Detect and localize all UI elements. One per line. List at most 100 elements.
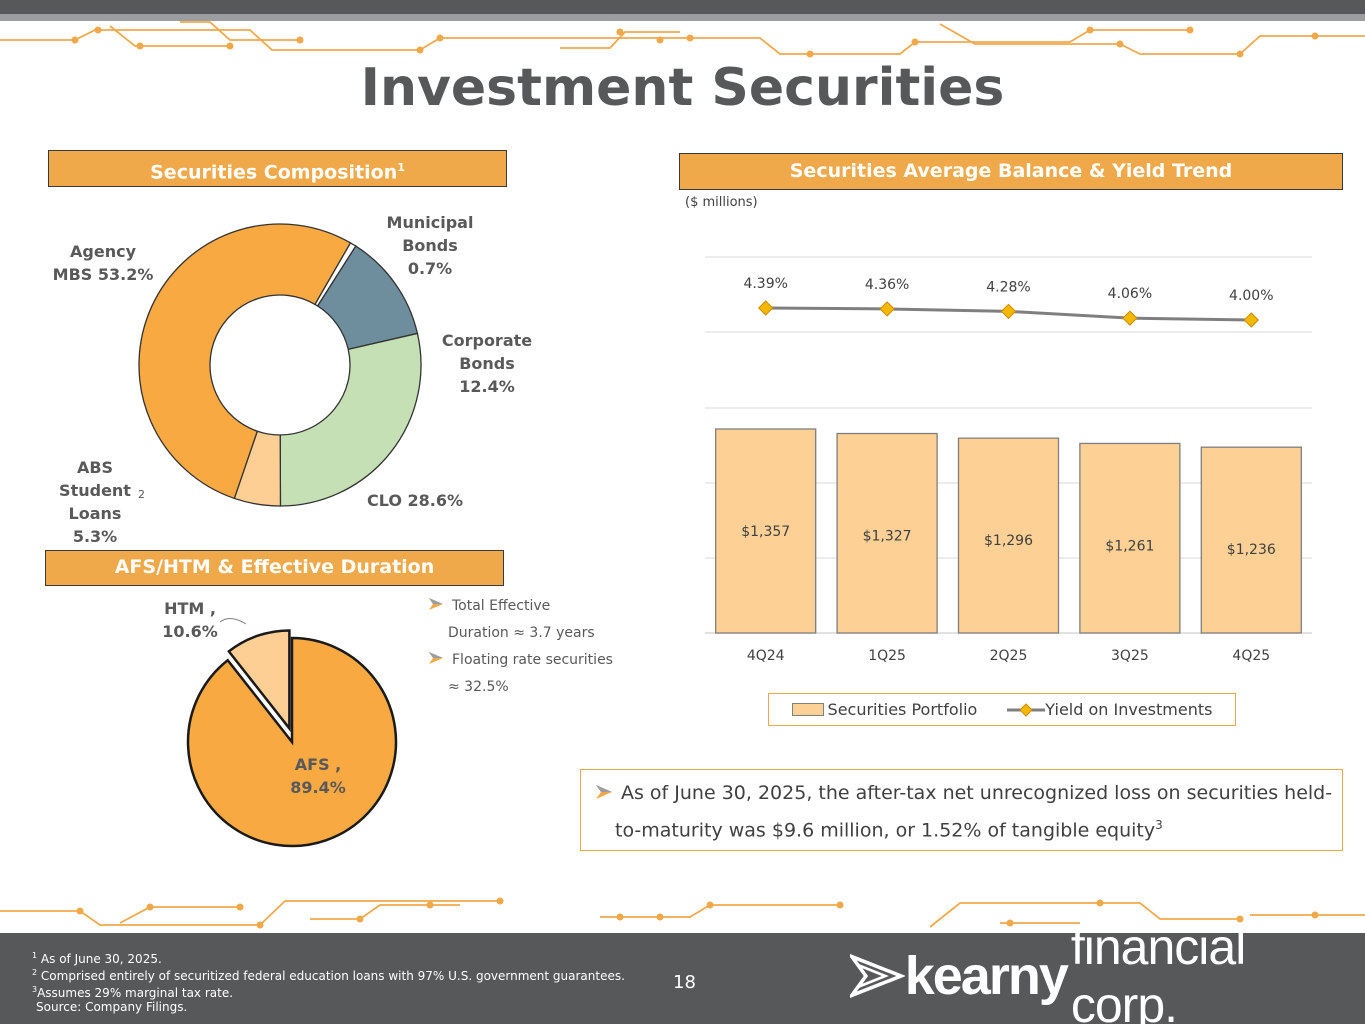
municipal-label-line3: 0.7%	[407, 259, 453, 278]
top-bar-light	[0, 14, 1365, 21]
footnote-2: 2 Comprised entirely of securitized fede…	[32, 966, 672, 983]
trend-header: Securities Average Balance & Yield Trend	[679, 153, 1343, 190]
abs-label-line1: ABS	[76, 458, 114, 477]
clo-label: CLO 28.6%	[366, 491, 464, 510]
circuit-decoration-top	[0, 21, 1365, 58]
bullet-arrow-icon	[429, 598, 443, 610]
yield-value-label: 4.39%	[743, 276, 787, 292]
yield-marker	[1000, 303, 1017, 320]
logo-bold-text: kearny	[904, 946, 1069, 1006]
slice-abs-student-loans	[233, 430, 282, 507]
bullet-arrow-icon	[596, 785, 612, 799]
bar-value-label: $1,236	[1227, 542, 1276, 558]
bar-value-label: $1,327	[863, 529, 912, 545]
duration-bullet-1: Total Effective	[428, 593, 658, 620]
afs-htm-pie-chart	[186, 618, 398, 848]
footnote-1-sup: 1	[32, 951, 38, 960]
htm-label: HTM , 10.6%	[150, 597, 230, 643]
corporate-label-line1: Corporate	[441, 331, 533, 350]
municipal-label-line1: Municipal	[386, 213, 474, 232]
top-bar-dark	[0, 0, 1365, 14]
bar-1Q25	[836, 432, 938, 634]
yield-marker	[1122, 310, 1138, 326]
duration-bullets: Total Effective Duration ≈ 3.7 years Flo…	[428, 593, 658, 701]
afs-label-line1: AFS ,	[294, 755, 342, 774]
x-tick-label: 4Q25	[1232, 648, 1270, 664]
x-tick-label: 2Q25	[990, 648, 1028, 664]
footnote-1: 1 As of June 30, 2025.	[32, 949, 672, 966]
company-logo: kearny financial corp.	[850, 919, 1330, 1033]
held-to-maturity-note: As of June 30, 2025, the after-tax net u…	[580, 769, 1343, 851]
afs-label-line2: 89.4%	[290, 778, 346, 797]
x-tick-label: 4Q24	[747, 648, 785, 664]
circuit-decoration-bottom	[0, 897, 1365, 929]
footnote-3-sup: 3	[32, 985, 38, 994]
duration-bullet-2-line2: ≈ 32.5%	[448, 679, 509, 695]
yield-marker	[757, 300, 774, 316]
bar-2Q25	[957, 437, 1060, 634]
slice-afs	[186, 636, 398, 848]
duration-bullet-2: Floating rate securities	[428, 647, 658, 674]
yield-value-label: 4.36%	[865, 277, 909, 293]
x-tick-label: 1Q25	[868, 648, 906, 664]
bar-4Q25	[1200, 446, 1302, 634]
note-line2: to-maturity was $9.6 million, or 1.52% o…	[615, 819, 1156, 842]
slice-clo	[279, 332, 422, 507]
legend-bar-label: Securities Portfolio	[827, 700, 978, 719]
legend-bar-swatch	[791, 703, 824, 716]
abs-label-line3: Loans	[68, 504, 122, 523]
trend-legend: Securities Portfolio Yield on Investment…	[768, 693, 1236, 726]
footnote-1-text: As of June 30, 2025.	[40, 952, 162, 966]
duration-header: AFS/HTM & Effective Duration	[45, 550, 504, 586]
abs-footnote-ref: 2	[138, 488, 145, 501]
yield-value-label: 4.06%	[1108, 286, 1152, 302]
logo-light-text: financial corp.	[1070, 919, 1246, 1033]
yield-value-label: 4.00%	[1229, 288, 1273, 304]
duration-bullet-1-line1: Total Effective	[452, 598, 551, 614]
note-line1: As of June 30, 2025, the after-tax net u…	[621, 782, 1333, 804]
note-line2-wrap: to-maturity was $9.6 million, or 1.52% o…	[615, 818, 1163, 841]
corporate-label: Corporate Bonds 12.4%	[432, 329, 542, 398]
municipal-label: Municipal Bonds 0.7%	[375, 211, 485, 280]
page-title: Investment Securities	[360, 58, 1005, 118]
slice-agency-mbs	[138, 223, 352, 500]
trend-chart: $1,357 4Q24 $1,327 1Q25 $1,296 2Q25 $1,261 3Q25…	[705, 256, 1312, 664]
composition-header-sup: 1	[397, 161, 405, 174]
yield-value-label: 4.28%	[986, 279, 1030, 295]
bullet-arrow-icon	[429, 652, 443, 664]
footnote-source: Source: Company Filings.	[36, 1000, 188, 1014]
footer-bar	[0, 933, 1365, 1024]
htm-leader-line	[219, 618, 247, 625]
corporate-label-line2: Bonds	[459, 354, 515, 373]
bar-3Q25	[1079, 442, 1181, 634]
note-sup: 3	[1155, 818, 1163, 832]
agency-label-line2: MBS 53.2%	[52, 265, 154, 284]
footnote-3-text: Assumes 29% marginal tax rate.	[37, 986, 234, 1000]
page-number: 18	[673, 972, 696, 993]
composition-donut-chart	[138, 223, 422, 507]
abs-label: ABS Student Loans 5.3%	[50, 456, 140, 548]
abs-label-line4: 5.3%	[72, 527, 118, 546]
htm-label-line1: HTM ,	[164, 599, 216, 618]
composition-header: Securities Composition1	[48, 150, 507, 187]
corporate-label-line3: 12.4%	[459, 377, 515, 396]
municipal-label-line2: Bonds	[402, 236, 458, 255]
kearny-logo-icon	[850, 953, 905, 999]
agency-label-line1: Agency	[70, 242, 136, 261]
footnote-2-sup: 2	[32, 968, 38, 977]
agency-label: Agency MBS 53.2%	[48, 240, 158, 286]
footnote-2-text: Comprised entirely of securitized federa…	[40, 969, 625, 983]
duration-bullet-1-line2: Duration ≈ 3.7 years	[448, 625, 595, 641]
duration-bullet-2-line1: Floating rate securities	[452, 652, 613, 668]
yield-marker	[879, 301, 895, 317]
bar-value-label: $1,296	[984, 533, 1033, 549]
htm-label-line2: 10.6%	[162, 622, 218, 641]
yield-marker	[1243, 312, 1260, 328]
legend-line-swatch	[1007, 702, 1046, 717]
abs-label-line2: Student	[59, 481, 131, 500]
bar-value-label: $1,261	[1105, 538, 1154, 554]
trend-units: ($ millions)	[685, 195, 758, 210]
afs-label: AFS , 89.4%	[278, 753, 358, 799]
footnotes: 1 As of June 30, 2025. 2 Comprised entir…	[32, 949, 672, 1014]
bar-value-label: $1,357	[741, 524, 790, 540]
